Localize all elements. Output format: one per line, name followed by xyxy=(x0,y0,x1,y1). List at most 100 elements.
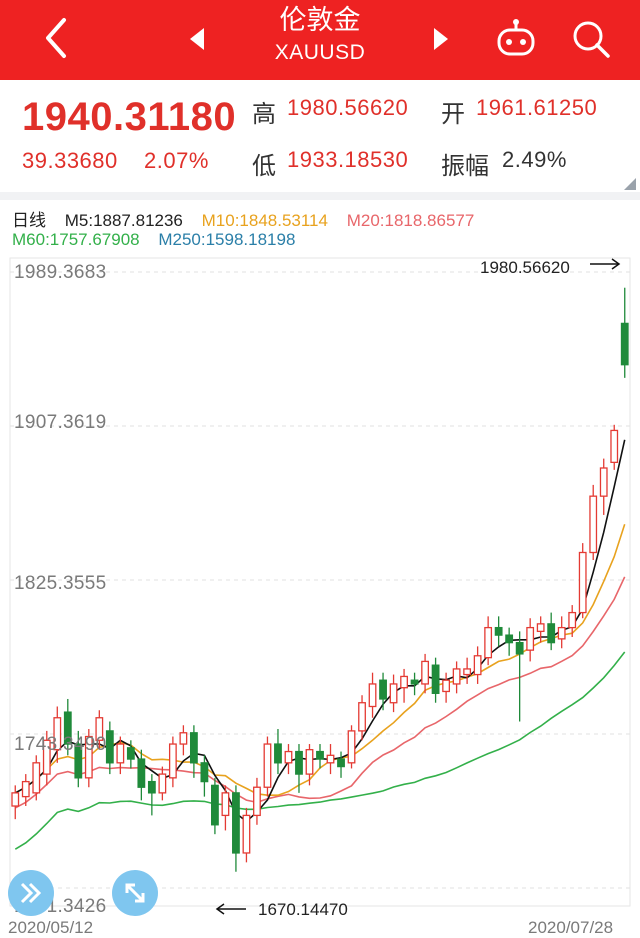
candle-down xyxy=(137,758,146,788)
candle-down xyxy=(337,758,345,768)
ma60-value: M60:1757.67908 xyxy=(12,230,140,249)
candle-up xyxy=(263,743,272,788)
back-icon[interactable] xyxy=(36,14,76,62)
candle-up xyxy=(463,668,472,676)
expand-corner-icon[interactable] xyxy=(624,178,636,190)
amplitude-label: 振幅 xyxy=(441,152,489,180)
candle-down xyxy=(274,743,282,764)
candle-up xyxy=(168,743,177,779)
candle-up xyxy=(557,626,566,640)
candle-up xyxy=(242,814,251,854)
amplitude-value: 2.49% xyxy=(502,147,567,172)
candle-up xyxy=(284,750,293,764)
candle-up xyxy=(589,495,598,554)
prev-arrow-icon[interactable] xyxy=(186,26,208,52)
ma60-line xyxy=(14,651,626,850)
max-arrowhead xyxy=(611,258,621,270)
candle-up xyxy=(116,743,125,764)
candle-up xyxy=(452,668,461,685)
candle-up xyxy=(368,683,377,708)
candle-up xyxy=(11,792,20,807)
candle-up xyxy=(253,786,261,817)
kline-chart-svg xyxy=(9,257,631,915)
candle-up xyxy=(526,626,535,651)
expand-icon[interactable] xyxy=(112,870,158,916)
candle-down xyxy=(126,747,135,760)
ma-legend-row-1: 日线 M5:1887.81236 M10:1848.53114 M20:1818… xyxy=(12,206,488,231)
candle-up xyxy=(442,679,451,693)
ma20-value: M20:1818.86577 xyxy=(346,211,475,230)
next-arrow-icon[interactable] xyxy=(430,26,452,52)
ma5-value: M5:1887.81236 xyxy=(64,211,183,230)
candle-down xyxy=(211,784,219,826)
open-value: 1961.61250 xyxy=(476,95,598,120)
candle-down xyxy=(379,679,387,700)
instrument-title: 伦敦金 XAUUSD xyxy=(220,4,420,68)
candle-up xyxy=(610,429,619,464)
x-end-date: 2020/07/28 xyxy=(528,918,614,937)
candle-up xyxy=(358,702,366,732)
y-tick-label: 1743.3490 xyxy=(14,734,107,755)
candle-up xyxy=(484,626,493,659)
ma10-value: M10:1848.53114 xyxy=(201,211,328,230)
section-divider xyxy=(0,192,640,200)
y-tick-label: 1989.3683 xyxy=(14,262,107,283)
candle-down xyxy=(620,322,629,366)
candle-up xyxy=(389,683,398,704)
high-label: 高 xyxy=(252,100,276,128)
candle-down xyxy=(515,641,524,655)
page-title: 伦敦金 xyxy=(279,5,361,36)
period-label[interactable]: 日线 xyxy=(12,211,46,230)
candle-down xyxy=(147,780,156,794)
candle-down xyxy=(316,750,324,760)
kline-chart[interactable]: 1989.3683 1907.3619 1825.3555 1743.3490 … xyxy=(0,252,640,937)
chart-frame xyxy=(9,257,631,907)
min-price-annotation: 1670.14470 xyxy=(258,900,348,919)
x-start-date: 2020/05/12 xyxy=(8,918,94,937)
ma-legend-row-2: M60:1757.67908 M250:1598.18198 xyxy=(12,230,309,250)
candle-up xyxy=(473,655,482,676)
ma20-line xyxy=(14,576,626,809)
candle-up xyxy=(568,611,577,629)
quote-panel: 1940.31180 39.33680 2.07% 高 1980.56620 开… xyxy=(0,80,640,192)
price-change-percent: 2.07% xyxy=(144,148,209,173)
candle-down xyxy=(547,623,556,644)
candle-up xyxy=(326,754,335,764)
search-icon[interactable] xyxy=(570,18,612,60)
candle-down xyxy=(295,750,303,775)
candle-up xyxy=(599,467,608,497)
candle-up xyxy=(305,749,314,775)
candle-down xyxy=(105,730,114,764)
symbol-code: XAUUSD xyxy=(274,41,366,64)
last-price: 1940.31180 xyxy=(22,95,237,139)
min-arrowhead xyxy=(215,903,225,915)
candle-down xyxy=(232,792,240,854)
candle-up xyxy=(158,773,167,794)
candle-up xyxy=(21,780,30,798)
candle-up xyxy=(421,660,429,685)
candle-up xyxy=(84,735,93,779)
candle-up xyxy=(32,762,41,794)
candle-down xyxy=(494,626,503,636)
candle-down xyxy=(410,679,419,685)
high-value: 1980.56620 xyxy=(287,95,409,120)
open-label: 开 xyxy=(441,100,465,128)
price-change: 39.33680 xyxy=(22,148,118,173)
candle-up xyxy=(536,623,545,633)
candle-down xyxy=(189,732,198,764)
candle-up xyxy=(221,792,230,817)
top-bar: 伦敦金 XAUUSD xyxy=(0,0,640,80)
candle-down xyxy=(63,711,72,745)
y-tick-label: 1825.3555 xyxy=(14,573,107,594)
low-label: 低 xyxy=(252,152,276,180)
candle-down xyxy=(74,743,83,779)
robot-icon[interactable] xyxy=(494,18,538,60)
ma250-value: M250:1598.18198 xyxy=(158,230,296,249)
candle-up xyxy=(400,675,408,689)
double-chevron-icon[interactable] xyxy=(8,870,54,916)
y-tick-label: 1907.3619 xyxy=(14,412,107,433)
candle-up xyxy=(578,551,587,614)
candle-up xyxy=(95,717,104,741)
candle-up xyxy=(179,732,188,745)
candle-up xyxy=(42,739,51,775)
